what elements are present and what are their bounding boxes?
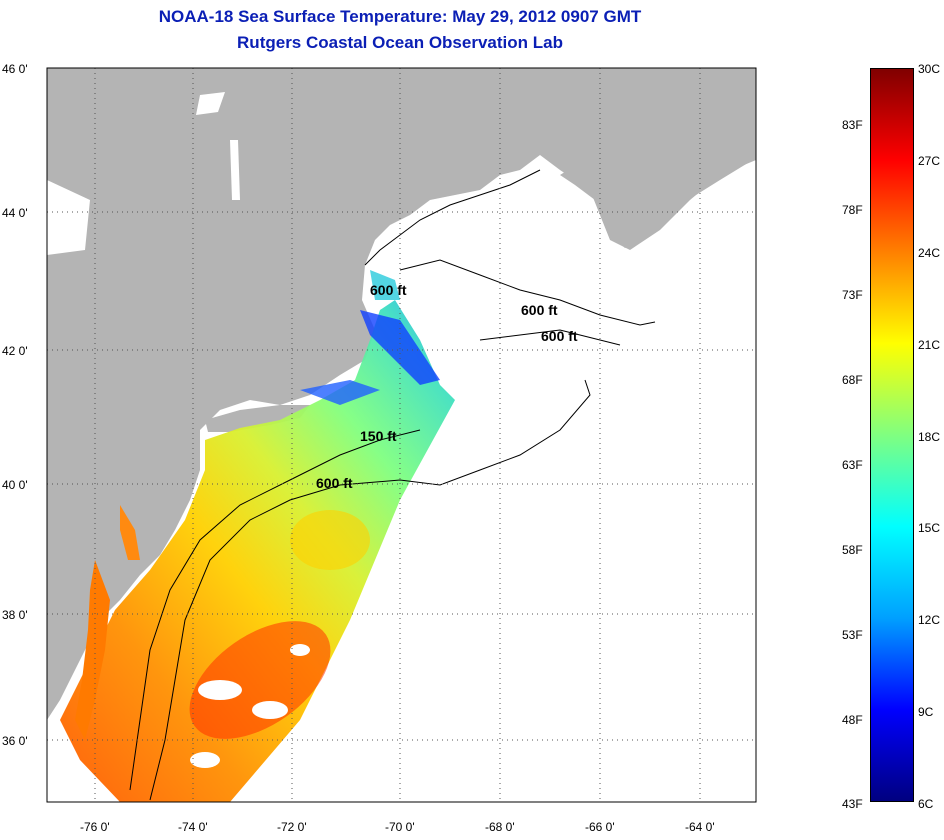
contour-label: 600 ft — [370, 282, 407, 298]
lon-label-68: -68 0' — [485, 820, 515, 834]
colorbar-label-c: 27C — [918, 154, 941, 168]
colorbar-label-c: 21C — [918, 338, 941, 352]
coastline-detail — [364, 169, 541, 266]
contour-label: 600 ft — [316, 475, 353, 491]
land-long-island — [205, 405, 310, 432]
sst-swath — [60, 300, 455, 802]
contour-shelf-break — [149, 379, 591, 801]
contour-600ft-gulf-of-maine — [399, 259, 656, 326]
graticule — [47, 68, 756, 802]
sst-colorbar — [870, 68, 914, 802]
chesapeake-bay — [75, 560, 110, 740]
cloud-patch — [290, 644, 310, 656]
cloud-patch — [190, 752, 220, 768]
lat-label-36: 36 0' — [2, 734, 28, 748]
contour-label: 600 ft — [541, 328, 578, 344]
lake-ontario-fragment — [47, 180, 90, 255]
colorbar-label-f: 83F — [842, 118, 863, 132]
contour-150ft — [129, 429, 421, 791]
land-mainland — [47, 68, 756, 720]
lat-label-46: 46 0' — [2, 62, 28, 76]
warm-eddy-north — [290, 510, 370, 570]
lat-label-44: 44 0' — [2, 206, 28, 220]
map-title: NOAA-18 Sea Surface Temperature: May 29,… — [158, 7, 642, 26]
colorbar-label-f: 53F — [842, 628, 863, 642]
colorbar-label-c: 9C — [918, 705, 934, 719]
lon-label-70: -70 0' — [385, 820, 415, 834]
map-frame — [46, 67, 757, 803]
colorbar-label-f: 43F — [842, 797, 863, 811]
colorbar-label-f: 58F — [842, 543, 863, 557]
colorbar-label-f: 73F — [842, 288, 863, 302]
lon-label-74: -74 0' — [178, 820, 208, 834]
lon-label-64: -64 0' — [685, 820, 715, 834]
delaware-bay — [120, 505, 140, 560]
contour-600ft-georges — [479, 329, 621, 346]
colorbar-label-c: 30C — [918, 62, 941, 76]
lon-label-72: -72 0' — [277, 820, 307, 834]
contour-label: 600 ft — [521, 302, 558, 318]
colorbar-label-f: 78F — [842, 203, 863, 217]
lake-champlain — [230, 140, 240, 200]
map-subtitle: Rutgers Coastal Ocean Observation Lab — [237, 33, 563, 52]
lon-label-66: -66 0' — [585, 820, 615, 834]
lat-label-38: 38 0' — [2, 608, 28, 622]
cold-patch-cape-cod — [360, 310, 440, 385]
colorbar-label-f: 63F — [842, 458, 863, 472]
colorbar-label-c: 24C — [918, 246, 941, 260]
cold-patch-nantucket — [300, 380, 380, 405]
colorbar-label-c: 15C — [918, 521, 941, 535]
contour-label: 150 ft — [360, 428, 397, 444]
cold-patch-gulf-of-maine — [370, 270, 400, 300]
colorbar-label-c: 12C — [918, 613, 941, 627]
lat-label-40: 40 0' — [2, 478, 28, 492]
colorbar-label-f: 68F — [842, 373, 863, 387]
lon-label-76: -76 0' — [80, 820, 110, 834]
land-nova-scotia — [560, 100, 756, 248]
colorbar-label-c: 18C — [918, 430, 941, 444]
cloud-patch — [198, 680, 242, 700]
lat-label-42: 42 0' — [2, 344, 28, 358]
colorbar-label-f: 48F — [842, 713, 863, 727]
cloud-patch — [252, 701, 288, 719]
colorbar-label-c: 6C — [918, 797, 934, 811]
lake-patch — [196, 92, 225, 115]
